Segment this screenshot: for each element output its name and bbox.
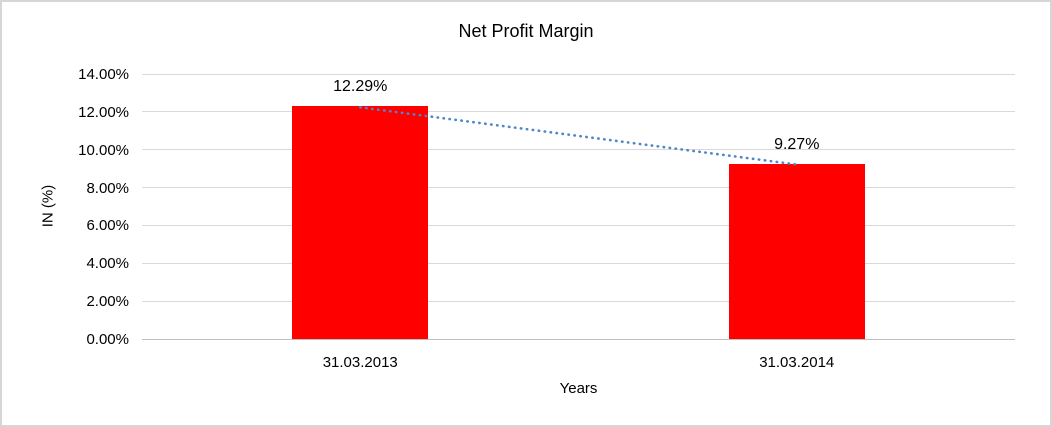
y-tick-label: 12.00% [78, 103, 129, 121]
gridline [142, 149, 1015, 151]
y-tick-label: 14.00% [78, 66, 129, 83]
y-tick-label: 0.00% [86, 331, 129, 348]
trendline [358, 106, 799, 166]
x-axis-line [142, 338, 1015, 340]
bar-data-label: 12.29% [333, 78, 388, 96]
gridline [142, 224, 1015, 226]
chart-title: Net Profit Margin [458, 21, 594, 41]
y-tick-label: 2.00% [86, 293, 129, 311]
trendline-path [358, 106, 799, 166]
gridline [142, 111, 1015, 113]
y-tick-label: 8.00% [86, 179, 129, 197]
x-axis-title: Years [559, 380, 598, 397]
gridline [142, 73, 1015, 75]
y-tick-label: 4.00% [86, 255, 129, 273]
bar [728, 163, 865, 339]
plot-area: 12.29% 9.27% [142, 73, 1015, 340]
x-tick-label: 31.03.2014 [759, 354, 835, 371]
gridline [142, 262, 1015, 264]
y-tick-label: 6.00% [86, 217, 129, 235]
gridline [142, 300, 1015, 302]
bar-data-label: 9.27% [774, 135, 820, 153]
y-tick-label: 10.00% [78, 141, 129, 159]
bar [292, 106, 429, 339]
x-tick-label: 31.03.2013 [322, 354, 398, 371]
gridline [142, 187, 1015, 189]
